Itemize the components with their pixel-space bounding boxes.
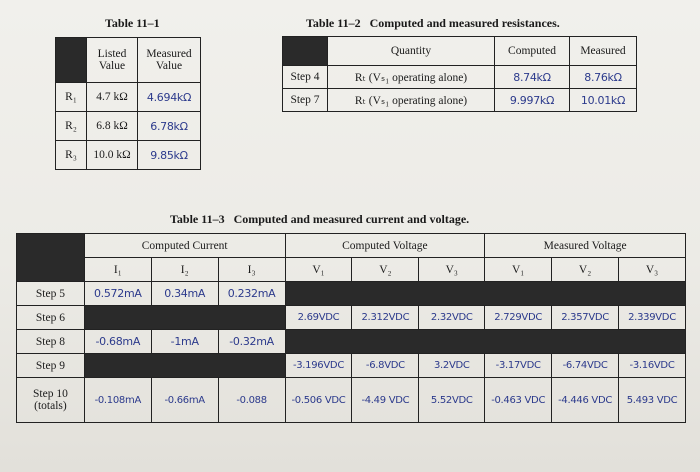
subheader: V₁ (484, 257, 553, 282)
table-11-1: Listed Value Measured Value R₁ 4.7 kΩ 4.… (55, 37, 201, 170)
current-value: -0.68mA (83, 329, 152, 354)
step-label: Step 7 (282, 88, 328, 112)
row-label: Step 8 (16, 329, 85, 354)
listed-value: 10.0 kΩ (86, 140, 138, 170)
table-11-3-caption: Table 11–3 Computed and measured current… (170, 212, 470, 226)
table-row: Step 9 -3.196VDC -6.8VDC 3.2VDC -3.17VDC… (16, 353, 686, 378)
listed-value: 4.7 kΩ (86, 82, 138, 112)
group-computed-current: Computed Current (83, 233, 286, 258)
voltage-value: -3.196VDC (284, 353, 353, 378)
group-computed-voltage: Computed Voltage (284, 233, 486, 258)
current-value: -0.32mA (217, 329, 286, 354)
table-row: Step 5 0.572mA 0.34mA 0.232mA (16, 281, 687, 306)
measured-voltage-value: -3.16VDC (618, 353, 686, 378)
subheader: I₃ (217, 257, 286, 282)
subheader: V₃ (618, 257, 686, 282)
quantity-cell: Rₜ (Vₛ₁ operating alone) (327, 65, 495, 89)
shaded-cell (284, 329, 687, 354)
current-value: -1mA (150, 329, 219, 354)
measured-value: 4.694kΩ (137, 82, 201, 112)
table-row: R₁ 4.7 kΩ 4.694kΩ (55, 82, 201, 112)
row-label: Step 9 (16, 353, 85, 378)
table-row: Step 6 2.69VDC 2.312VDC 2.32VDC 2.729VDC… (16, 305, 686, 330)
header-measured: Measured (569, 36, 637, 66)
corner-cell (55, 37, 87, 83)
current-value: -0.108mA (83, 377, 152, 423)
measured-value: 9.85kΩ (137, 140, 201, 170)
row-label: Step 6 (16, 305, 85, 330)
measured-voltage-value: 2.729VDC (484, 305, 553, 330)
table-row: R₂ 6.8 kΩ 6.78kΩ (55, 111, 201, 141)
row-label: Step 10 (totals) (16, 377, 85, 423)
subheader: V₂ (351, 257, 420, 282)
listed-value: 6.8 kΩ (86, 111, 138, 141)
measured-voltage-value: 2.357VDC (551, 305, 620, 330)
table-row: R₃ 10.0 kΩ 9.85kΩ (55, 140, 201, 170)
measured-voltage-value: 2.339VDC (618, 305, 686, 330)
table-11-2: Quantity Computed Measured Step 4 Rₜ (Vₛ… (282, 36, 637, 112)
subheader: V₃ (418, 257, 486, 282)
header-measured: Measured Value (137, 37, 201, 83)
corner-cell (282, 36, 328, 66)
voltage-value: 3.2VDC (418, 353, 486, 378)
voltage-value: -6.8VDC (351, 353, 420, 378)
row-label: R₂ (55, 111, 87, 141)
group-measured-voltage: Measured Voltage (484, 233, 686, 258)
measured-voltage-value: -4.446 VDC (551, 377, 620, 423)
measured-voltage-value: -3.17VDC (484, 353, 553, 378)
table-row: Step 7 Rₜ (Vₛ₁ operating alone) 9.997kΩ … (282, 88, 637, 112)
table-11-1-caption: Table 11–1 (105, 16, 160, 30)
header-quantity: Quantity (327, 36, 495, 66)
computed-value: 8.74kΩ (494, 65, 570, 89)
header-computed: Computed (494, 36, 570, 66)
voltage-value: 2.32VDC (418, 305, 486, 330)
subheader: I₂ (150, 257, 219, 282)
measured-value: 6.78kΩ (137, 111, 201, 141)
voltage-value: 5.52VDC (418, 377, 486, 423)
computed-value: 9.997kΩ (494, 88, 570, 112)
measured-voltage-value: -6.74VDC (551, 353, 620, 378)
current-value: -0.66mA (150, 377, 219, 423)
current-value: -0.088 (217, 377, 286, 423)
current-value: 0.232mA (217, 281, 286, 306)
voltage-value: 2.312VDC (351, 305, 420, 330)
shaded-cell (83, 353, 286, 378)
quantity-cell: Rₜ (Vₛ₁ operating alone) (327, 88, 495, 112)
row-label: R₁ (55, 82, 87, 112)
step-label: Step 4 (282, 65, 328, 89)
table-11-2-caption: Table 11–2 Computed and measured resista… (306, 16, 560, 30)
measured-value: 10.01kΩ (569, 88, 637, 112)
current-value: 0.34mA (150, 281, 219, 306)
current-value: 0.572mA (83, 281, 152, 306)
subheader: V₁ (284, 257, 353, 282)
header-listed: Listed Value (86, 37, 138, 83)
subheader: I₁ (83, 257, 152, 282)
table-row: Step 4 Rₜ (Vₛ₁ operating alone) 8.74kΩ 8… (282, 65, 637, 89)
voltage-value: 2.69VDC (284, 305, 353, 330)
subheader: V₂ (551, 257, 620, 282)
shaded-cell (83, 305, 286, 330)
row-label: Step 5 (16, 281, 85, 306)
voltage-value: -0.506 VDC (284, 377, 353, 423)
table-row: Step 8 -0.68mA -1mA -0.32mA (16, 329, 687, 354)
table-11-3: Computed Current Computed Voltage Measur… (16, 233, 687, 423)
shaded-cell (284, 281, 687, 306)
measured-voltage-value: 5.493 VDC (618, 377, 686, 423)
corner-cell (16, 233, 85, 282)
table-row: Step 10 (totals) -0.108mA -0.66mA -0.088… (16, 377, 686, 423)
voltage-value: -4.49 VDC (351, 377, 420, 423)
measured-voltage-value: -0.463 VDC (484, 377, 553, 423)
row-label: R₃ (55, 140, 87, 170)
measured-value: 8.76kΩ (569, 65, 637, 89)
